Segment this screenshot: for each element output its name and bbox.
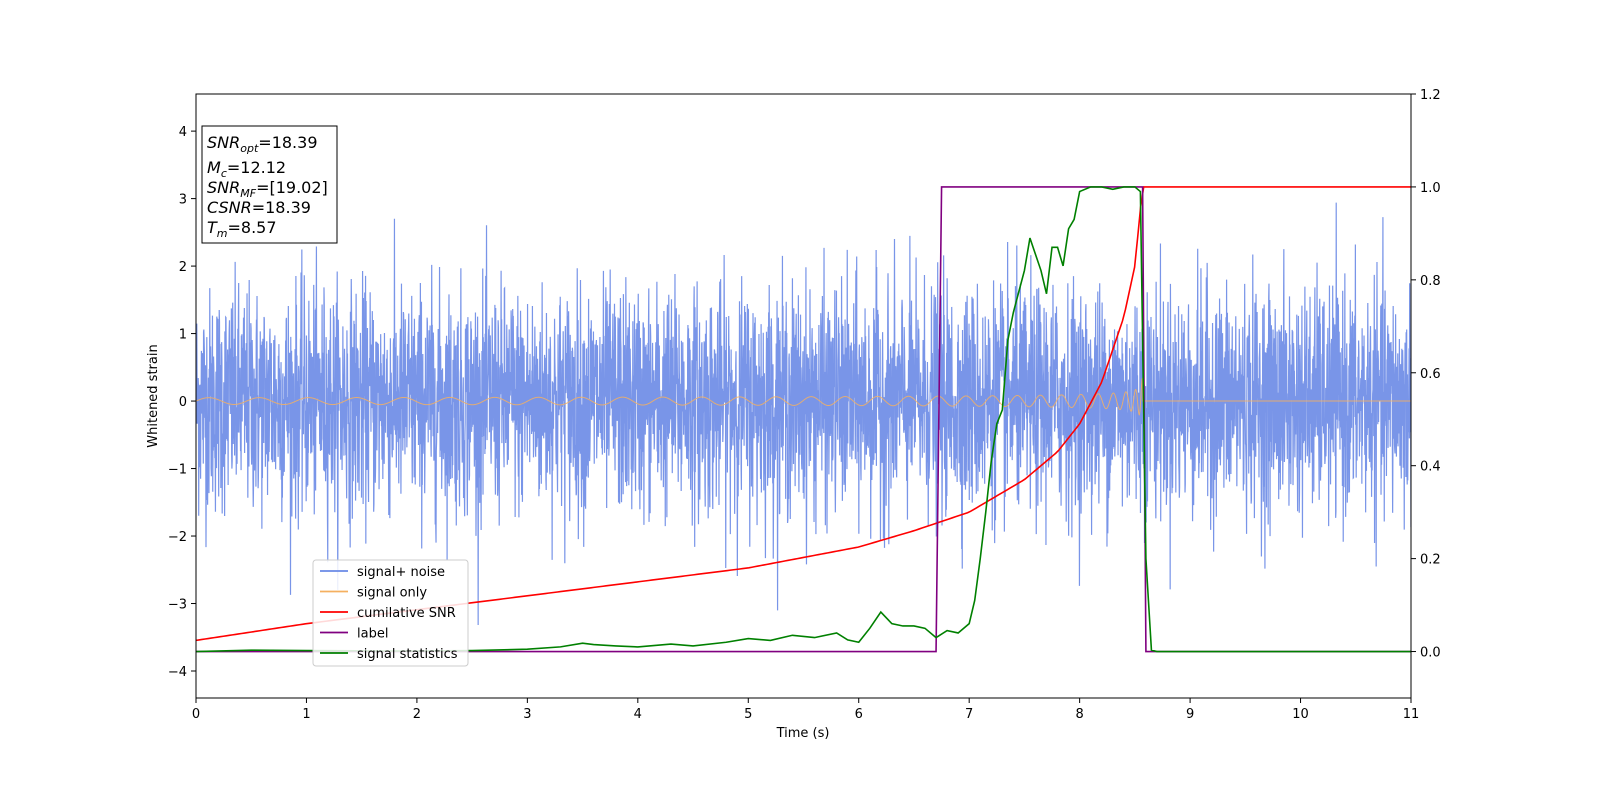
legend-label: label [357,627,388,642]
y-tick-label: −2 [168,530,187,545]
legend: signal+ noise signal only cumilative SNR la… [312,559,469,667]
x-tick-label: 0 [192,707,200,722]
annotation-mc: Mc=12.12 [207,158,286,180]
y-tick-label: −3 [168,598,187,613]
y2-tick-label: 0.8 [1420,274,1441,289]
x-tick-label: 7 [965,707,973,722]
y-tick-label: 1 [179,328,187,343]
y2-tick-label: 0.0 [1420,646,1441,661]
x-tick-label: 6 [855,707,863,722]
annotation-snr-mf: SNRMF=[19.02] [207,178,328,200]
series-line-signal-noise [196,202,1411,625]
legend-frame [312,559,469,667]
legend-label: signal only [357,586,427,601]
y2-tick-label: 0.4 [1420,460,1441,475]
x-tick-label: 1 [302,707,310,722]
x-tick-label: 3 [523,707,531,722]
legend-label: signal+ noise [357,565,445,580]
y-axis-right: 1.2 1.0 0.8 0.6 0.4 0.2 0.0 [1411,88,1441,661]
y-axis-left: 4 3 2 1 0 −1 −2 −3 −4 [168,125,196,680]
x-tick-label: 2 [413,707,421,722]
y-tick-label: 0 [179,395,187,410]
y-tick-label: −1 [168,463,187,478]
annotation-tm: Tm=8.57 [207,218,277,240]
y-tick-label: −4 [168,665,187,680]
x-tick-label: 8 [1075,707,1083,722]
y-tick-label: 4 [179,125,187,140]
plot-frame [195,93,1412,699]
y-tick-label: 3 [179,193,187,208]
annotation-box: SNRopt=18.39 Mc=12.12 SNRMF=[19.02] CSNR… [201,125,338,244]
x-axis: 0 1 2 3 4 5 6 7 8 9 10 11 [192,698,1419,722]
x-tick-label: 5 [744,707,752,722]
x-tick-label: 9 [1186,707,1194,722]
annotation-csnr: CSNR=18.39 [207,198,311,217]
legend-label: cumilative SNR [357,606,456,621]
x-tick-label: 11 [1403,707,1420,722]
y2-tick-label: 0.6 [1420,367,1441,382]
y2-tick-label: 1.2 [1420,88,1441,103]
series-line-signal-only [196,377,1411,416]
y-tick-label: 2 [179,260,187,275]
series-line-signal-statistics [196,186,1411,653]
y2-tick-label: 0.2 [1420,553,1441,568]
y2-tick-label: 1.0 [1420,181,1441,196]
annotation-snr-opt: SNRopt=18.39 [207,133,318,155]
x-axis-label: Time (s) [776,726,830,741]
y-axis-label: Whitened strain [146,344,161,447]
x-tick-label: 4 [634,707,642,722]
legend-label: signal statistics [357,647,458,662]
x-tick-label: 10 [1292,707,1309,722]
